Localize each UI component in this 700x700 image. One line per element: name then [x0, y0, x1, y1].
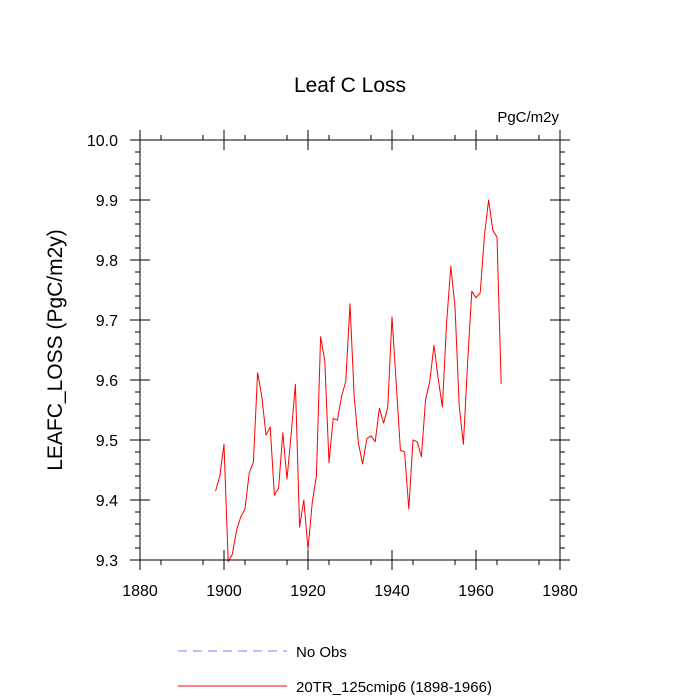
y-tick-label: 9.4: [96, 493, 118, 510]
chart-title: Leaf C Loss: [294, 74, 406, 97]
x-tick-label: 1900: [206, 583, 242, 600]
y-tick-label: 9.5: [96, 433, 118, 450]
x-tick-label: 1940: [374, 583, 410, 600]
legend-label-no-obs: No Obs: [296, 644, 347, 661]
y-tick-label: 9.6: [96, 373, 118, 390]
y-tick-label: 9.8: [96, 253, 118, 270]
axis-tick-labels: 1880 1900 1920 1940 1960 1980 9.3 9.4 9.5 9.6 9.7 9…: [87, 133, 578, 600]
y-tick-label: 10.0: [87, 133, 118, 150]
legend-label-model: 20TR_125cmip6 (1898-1966): [296, 679, 492, 696]
x-tick-label: 1980: [542, 583, 578, 600]
y-axis-label: LEAFC_LOSS (PgC/m2y): [44, 229, 67, 471]
x-tick-label: 1920: [290, 583, 326, 600]
series-line: [215, 199, 502, 563]
y-tick-label: 9.3: [96, 553, 118, 570]
y-tick-label: 9.9: [96, 193, 118, 210]
legend: No Obs 20TR_125cmip6 (1898-1966): [178, 644, 492, 696]
x-tick-label: 1960: [458, 583, 494, 600]
series-layer: [215, 199, 502, 563]
units-label: PgC/m2y: [497, 109, 559, 126]
plot-frame: [139, 139, 561, 561]
y-tick-label: 9.7: [96, 313, 118, 330]
x-tick-label: 1880: [122, 583, 158, 600]
axis-ticks: [130, 130, 570, 570]
